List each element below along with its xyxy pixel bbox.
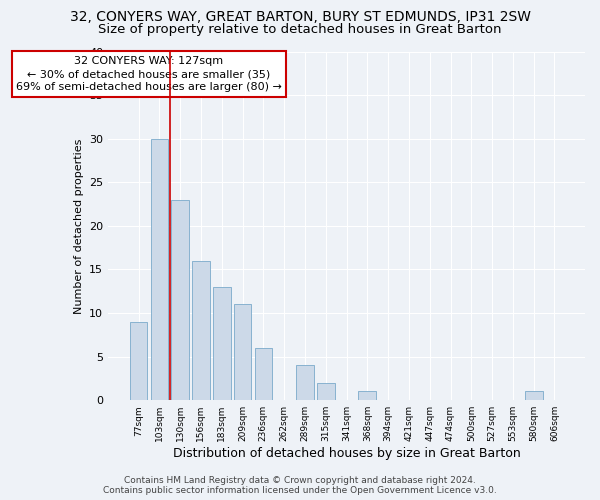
Text: 32 CONYERS WAY: 127sqm
← 30% of detached houses are smaller (35)
69% of semi-det: 32 CONYERS WAY: 127sqm ← 30% of detached…	[16, 56, 282, 92]
Bar	[254, 348, 272, 400]
Bar	[525, 392, 542, 400]
X-axis label: Distribution of detached houses by size in Great Barton: Distribution of detached houses by size …	[173, 447, 520, 460]
Bar	[192, 260, 210, 400]
Bar	[358, 392, 376, 400]
Bar	[296, 366, 314, 400]
Text: 32, CONYERS WAY, GREAT BARTON, BURY ST EDMUNDS, IP31 2SW: 32, CONYERS WAY, GREAT BARTON, BURY ST E…	[70, 10, 530, 24]
Text: Contains HM Land Registry data © Crown copyright and database right 2024.
Contai: Contains HM Land Registry data © Crown c…	[103, 476, 497, 495]
Bar	[317, 383, 335, 400]
Bar	[234, 304, 251, 400]
Bar	[172, 200, 189, 400]
Bar	[151, 138, 168, 400]
Bar	[213, 287, 230, 400]
Bar	[130, 322, 148, 400]
Text: Size of property relative to detached houses in Great Barton: Size of property relative to detached ho…	[98, 22, 502, 36]
Y-axis label: Number of detached properties: Number of detached properties	[74, 138, 83, 314]
